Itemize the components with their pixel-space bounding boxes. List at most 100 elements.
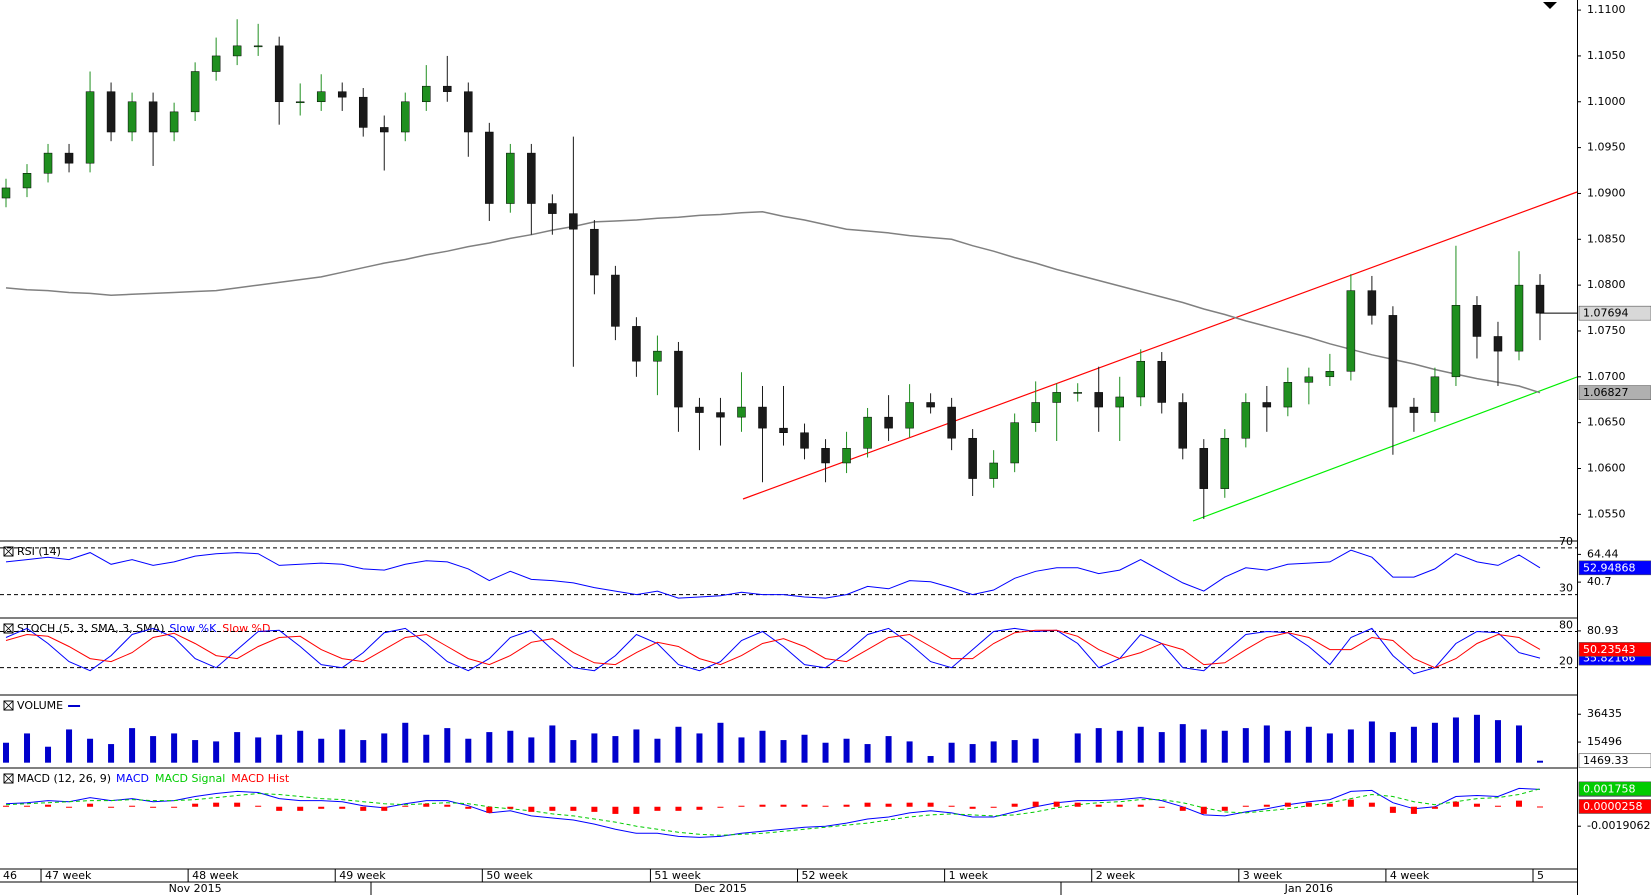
volume-bar xyxy=(150,736,157,763)
volume-bar xyxy=(423,734,430,763)
trend-line xyxy=(742,191,1578,500)
hist-bar xyxy=(1200,806,1207,814)
candle-body xyxy=(653,350,662,362)
moving-average xyxy=(5,211,1541,394)
frame xyxy=(0,0,1578,895)
volume-bar xyxy=(318,738,325,763)
hist-bar xyxy=(87,803,94,807)
hist-bar xyxy=(591,806,598,812)
legend-label: MACD xyxy=(116,772,149,785)
value-box xyxy=(1578,305,1651,321)
y-tick-label: 1.1100 xyxy=(1587,3,1626,16)
candle-body xyxy=(968,437,977,479)
candle-body xyxy=(232,45,242,57)
volume-bar xyxy=(381,733,388,763)
candle-body xyxy=(1472,305,1482,337)
hist-bar xyxy=(423,803,430,807)
candle-body xyxy=(947,406,956,439)
hist-bar xyxy=(1284,802,1291,807)
volume-bar xyxy=(486,732,493,763)
hist-bar xyxy=(1515,800,1522,807)
volume-bar xyxy=(276,734,283,763)
volume-bar xyxy=(1347,729,1354,763)
value-box xyxy=(1578,642,1651,657)
volume-bar xyxy=(1116,730,1123,763)
candle-body xyxy=(64,152,74,164)
candle-body xyxy=(1325,371,1335,378)
volume-bar xyxy=(507,730,514,763)
hist-bar xyxy=(1263,804,1270,807)
value-box-label: 52.94868 xyxy=(1583,561,1636,574)
scroll-marker xyxy=(1543,2,1557,9)
volume-bar xyxy=(1410,726,1417,763)
hist-bar xyxy=(129,805,136,807)
volume-bar xyxy=(1284,730,1291,763)
volume-bar xyxy=(528,737,535,763)
x-tick-label: 46 xyxy=(3,869,17,882)
candle-body xyxy=(1136,360,1145,398)
value-box-label: 50.23543 xyxy=(1583,643,1636,656)
x-tick-label: 5 xyxy=(1537,869,1544,882)
volume-bar xyxy=(885,736,892,763)
candle-body xyxy=(253,45,263,48)
hist-bar xyxy=(1242,805,1249,807)
hist-bar xyxy=(885,803,892,807)
hist-bar xyxy=(171,806,178,808)
x-tick-label: 51 week xyxy=(654,869,701,882)
legend-icon xyxy=(3,773,14,784)
hist-bar xyxy=(1347,799,1354,807)
candle-body xyxy=(1220,437,1230,489)
y-tick-label: 1.0800 xyxy=(1587,278,1626,291)
legend-icon xyxy=(3,700,14,711)
y-tick-label: 1.0950 xyxy=(1587,141,1626,154)
candle-body xyxy=(169,111,179,133)
candle-body xyxy=(1031,402,1040,423)
legend-label: MACD Hist xyxy=(231,772,290,785)
value-box-label: 1.06827 xyxy=(1583,386,1629,399)
x-tick-label: 1 week xyxy=(949,869,989,882)
hist-bar xyxy=(801,804,808,807)
panel-title: VOLUME xyxy=(17,699,63,712)
volume-bar xyxy=(24,733,31,763)
volume-bar xyxy=(1368,721,1375,763)
indicator-line xyxy=(5,549,1541,599)
x-tick-label: 3 week xyxy=(1243,869,1283,882)
candle-body xyxy=(1409,406,1419,413)
y-tick-label: 40.7 xyxy=(1587,575,1612,588)
hist-bar xyxy=(1326,803,1333,807)
hist-bar xyxy=(1389,806,1396,813)
indicator-line xyxy=(5,788,1541,836)
legend-icon xyxy=(3,623,14,634)
x-tick-label: 47 week xyxy=(45,869,92,882)
candle-body xyxy=(1,187,11,199)
volume-bar xyxy=(780,740,787,763)
volume-bar xyxy=(570,740,577,763)
candle-body xyxy=(337,91,347,98)
candle-body xyxy=(422,85,431,103)
candle-body xyxy=(1451,305,1461,378)
x-tick-label: 49 week xyxy=(339,869,386,882)
candle-body xyxy=(1199,448,1209,489)
volume-bar xyxy=(1011,740,1018,763)
candle-body xyxy=(274,45,284,103)
volume-bar xyxy=(444,728,451,763)
volume-bar xyxy=(654,738,661,763)
volume-bar xyxy=(1537,760,1543,763)
volume-bar xyxy=(948,742,955,763)
candle-body xyxy=(1094,392,1103,408)
hist-bar xyxy=(192,803,199,807)
volume-bar xyxy=(969,744,976,763)
value-box xyxy=(1578,753,1651,769)
hist-bar xyxy=(108,806,115,808)
volume-bar xyxy=(360,740,367,763)
hist-bar xyxy=(990,806,997,808)
volume-bar xyxy=(843,738,850,763)
panel-title: MACD (12, 26, 9) xyxy=(17,772,111,785)
volume-bar xyxy=(1137,726,1144,763)
volume-bar xyxy=(1326,733,1333,763)
hist-bar xyxy=(24,805,31,807)
volume-bar xyxy=(255,737,262,763)
volume-bar xyxy=(612,736,619,763)
hist-bar xyxy=(234,802,241,807)
